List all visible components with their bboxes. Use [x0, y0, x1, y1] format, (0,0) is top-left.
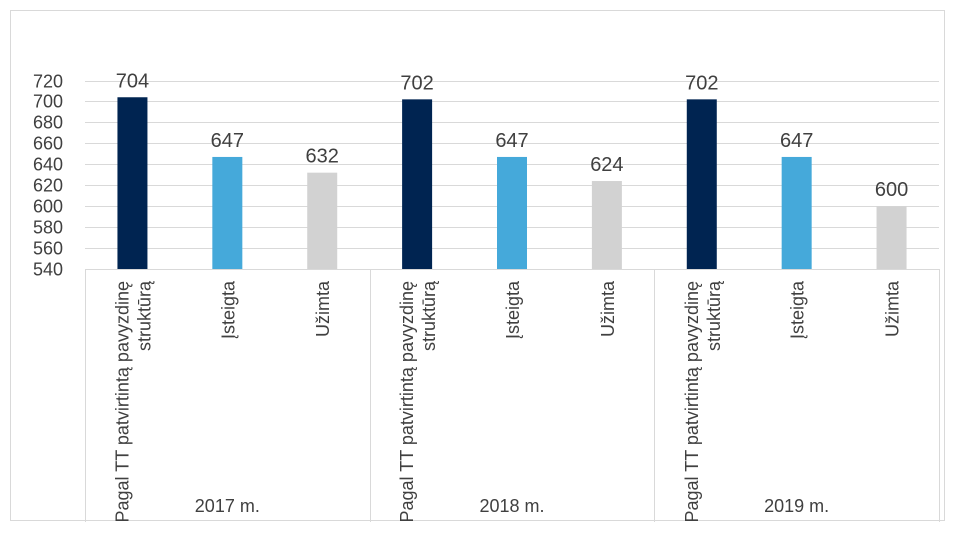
y-tick-label: 700 — [33, 92, 63, 112]
x-category-label: Užimta — [313, 280, 333, 337]
data-label: 647 — [495, 130, 528, 152]
data-label: 704 — [116, 70, 149, 92]
data-label: 647 — [780, 130, 813, 152]
y-tick-label: 640 — [33, 155, 63, 175]
x-axis-group-labels: 2017 m. 2018 m. 2019 m. — [195, 496, 829, 516]
data-labels: 704 647 632 702 647 624 702 647 600 — [116, 70, 908, 201]
x-category-label: Pagal TT patvirtintą pavyzdinę struktūrą — [112, 280, 154, 522]
data-label: 632 — [306, 146, 339, 168]
bar — [876, 206, 907, 269]
x-category-label: Įsteigta — [788, 280, 808, 339]
x-category-label: Pagal TT patvirtintą pavyzdinę struktūrą — [682, 280, 724, 522]
y-tick-label: 720 — [33, 72, 63, 92]
bar — [212, 156, 243, 269]
y-tick-label: 540 — [33, 260, 63, 280]
y-tick-label: 660 — [33, 134, 63, 154]
x-category-label: Užimta — [598, 280, 618, 337]
bar — [402, 99, 433, 269]
bar — [781, 156, 812, 269]
y-tick-label: 680 — [33, 113, 63, 133]
data-label: 624 — [590, 154, 623, 176]
data-label: 702 — [685, 72, 718, 94]
bar — [686, 99, 717, 269]
y-tick-label: 620 — [33, 176, 63, 196]
x-group-label: 2018 m. — [479, 496, 544, 516]
bar — [591, 181, 622, 269]
x-category-label: Pagal TT patvirtintą pavyzdinę struktūrą — [397, 280, 439, 522]
data-label: 702 — [400, 72, 433, 94]
y-tick-label: 580 — [33, 218, 63, 238]
x-axis-category-labels: Pagal TT patvirtintą pavyzdinę struktūrą Į… — [112, 280, 902, 522]
y-tick-label: 600 — [33, 197, 63, 217]
x-group-label: 2017 m. — [195, 496, 260, 516]
data-label: 647 — [211, 130, 244, 152]
x-category-label: Įsteigta — [218, 280, 238, 339]
data-label: 600 — [875, 179, 908, 201]
x-axis — [85, 269, 940, 522]
bar — [117, 97, 148, 269]
y-tick-label: 560 — [33, 239, 63, 259]
bar — [497, 156, 527, 269]
x-category-label: Įsteigta — [503, 280, 523, 339]
bars — [117, 97, 907, 269]
bar — [307, 172, 338, 269]
x-group-label: 2019 m. — [764, 496, 829, 516]
x-category-label: Užimta — [883, 280, 903, 337]
